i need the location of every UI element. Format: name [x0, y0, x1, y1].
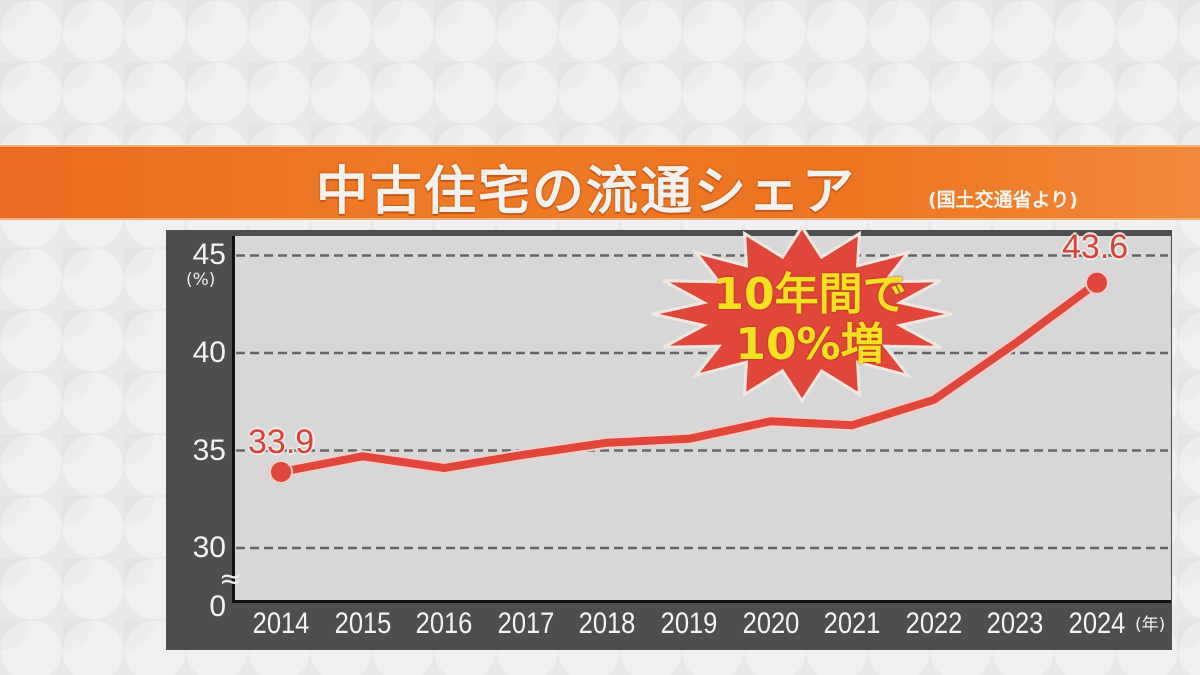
callout-text: 10年間で 10%増 [660, 270, 960, 370]
x-tick-2021: 2021 [823, 607, 881, 640]
data-series-line [269, 270, 1109, 484]
data-label-2024: 43.6 [1062, 228, 1129, 266]
x-tick-2014: 2014 [252, 607, 310, 640]
source-note: (国土交通省より) [928, 189, 1078, 211]
callout-line-1: 10年間で [713, 269, 907, 320]
x-tick-2017: 2017 [497, 607, 555, 640]
x-tick-2019: 2019 [660, 607, 718, 640]
x-tick-2024: 2024 [1068, 607, 1126, 640]
axis-break-icon: ≈ [219, 562, 243, 595]
x-tick-2023: 2023 [987, 607, 1044, 640]
y-unit-label: (%) [186, 270, 216, 290]
x-tick-2018: 2018 [579, 607, 636, 640]
x-tick-2015: 2015 [334, 607, 391, 640]
x-tick-2022: 2022 [905, 607, 963, 640]
y-tick-35: 35 [192, 434, 226, 467]
title-banner: 中古住宅の流通シェア (国土交通省より) [0, 145, 1200, 222]
x-unit-label: (年) [1135, 615, 1166, 635]
y-tick-30: 30 [192, 531, 226, 564]
x-tick-2020: 2020 [742, 607, 799, 640]
data-label-2014: 33.9 [248, 423, 315, 461]
x-tick-2016: 2016 [415, 607, 473, 640]
y-tick-0: 0 [209, 590, 226, 623]
callout-line-2: 10%増 [735, 319, 885, 370]
callout-burst [651, 224, 953, 404]
y-tick-45: 45 [192, 238, 226, 271]
y-tick-40: 40 [192, 336, 226, 369]
chart-title: 中古住宅の流通シェア [316, 162, 857, 222]
